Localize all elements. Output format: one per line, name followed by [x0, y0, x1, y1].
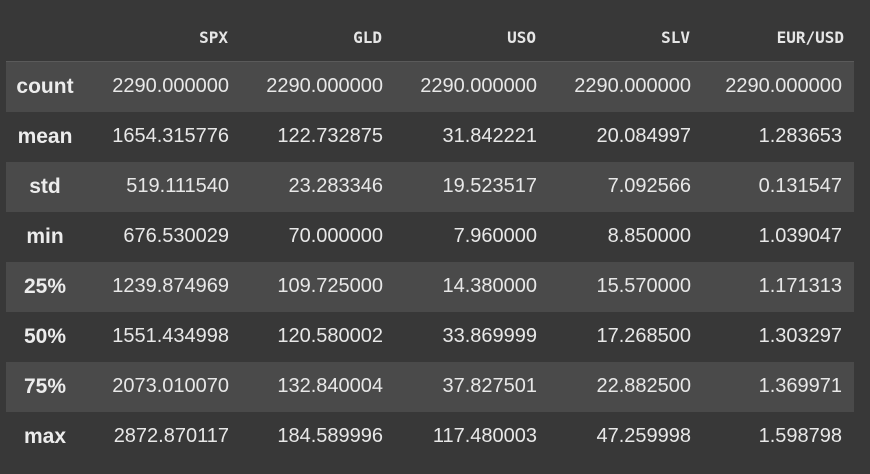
table-cell: 8.850000 [607, 225, 691, 247]
column-header: SLV [546, 13, 700, 62]
table-cell: 2073.010070 [112, 375, 229, 397]
table-cell: 1551.434998 [112, 325, 229, 347]
table-cell: 7.092566 [607, 175, 691, 197]
table-cell: 1.598798 [758, 425, 842, 447]
row-label: 50% [23, 324, 67, 348]
row-label: 75% [23, 374, 67, 398]
header-row: SPX GLD USO SLV EUR/USD [6, 13, 854, 62]
table-cell: 20.084997 [596, 125, 691, 147]
table-cell: 1239.874969 [112, 275, 229, 297]
table-cell: 15.570000 [596, 275, 691, 297]
table-row: count 2290.000000 2290.000000 2290.00000… [6, 61, 854, 112]
table-cell: 70.000000 [288, 225, 383, 247]
table-cell: 2290.000000 [725, 75, 842, 98]
table-cell: 1.303297 [758, 325, 842, 347]
table-cell: 1654.315776 [112, 125, 229, 147]
table-cell: 22.882500 [596, 375, 691, 397]
table-cell: 184.589996 [277, 425, 383, 447]
table-cell: 109.725000 [277, 275, 383, 297]
column-header: EUR/USD [700, 13, 854, 62]
table-cell: 519.111540 [126, 175, 229, 197]
table-row: 50% 1551.434998 120.580002 33.869999 17.… [6, 311, 854, 362]
table-cell: 0.131547 [758, 175, 842, 197]
table-cell: 117.480003 [432, 425, 537, 447]
column-header: GLD [238, 13, 392, 62]
table-cell: 19.523517 [442, 175, 537, 197]
table-cell: 1.283653 [758, 125, 842, 147]
table-cell: 31.842221 [442, 125, 537, 147]
table-cell: 122.732875 [277, 125, 383, 147]
table-cell: 23.283346 [288, 175, 383, 197]
table-cell: 2290.000000 [112, 75, 229, 98]
table-cell: 37.827501 [442, 375, 537, 397]
row-label: std [29, 174, 61, 198]
row-label: max [23, 424, 67, 448]
table-cell: 2290.000000 [420, 75, 537, 98]
table-cell: 17.268500 [596, 325, 691, 347]
index-header [6, 13, 84, 62]
table-cell: 1.171313 [758, 275, 842, 297]
row-label: count [16, 74, 74, 98]
table-cell: 2290.000000 [266, 75, 383, 98]
row-label: mean [17, 124, 73, 148]
table-cell: 14.380000 [442, 275, 537, 297]
row-label: 25% [23, 274, 67, 298]
describe-table: SPX GLD USO SLV EUR/USD count 2290.00000… [6, 13, 854, 462]
column-header: SPX [84, 13, 238, 62]
table-cell: 1.369971 [758, 375, 842, 397]
table-cell: 47.259998 [596, 425, 691, 447]
table-cell: 132.840004 [277, 375, 383, 397]
table-row: max 2872.870117 184.589996 117.480003 47… [6, 411, 854, 462]
table-row: min 676.530029 70.000000 7.960000 8.8500… [6, 211, 854, 262]
table-cell: 7.960000 [453, 225, 537, 247]
column-header: USO [392, 13, 546, 62]
table-row: std 519.111540 23.283346 19.523517 7.092… [6, 161, 854, 212]
table-cell: 676.530029 [123, 225, 229, 247]
table-row: mean 1654.315776 122.732875 31.842221 20… [6, 111, 854, 162]
table-cell: 33.869999 [442, 325, 537, 347]
table-row: 25% 1239.874969 109.725000 14.380000 15.… [6, 261, 854, 312]
row-label: min [26, 224, 64, 248]
table-cell: 2872.870117 [113, 425, 229, 447]
table-cell: 1.039047 [758, 225, 842, 247]
table-cell: 2290.000000 [574, 75, 691, 98]
table-row: 75% 2073.010070 132.840004 37.827501 22.… [6, 361, 854, 412]
table-cell: 120.580002 [277, 325, 383, 347]
